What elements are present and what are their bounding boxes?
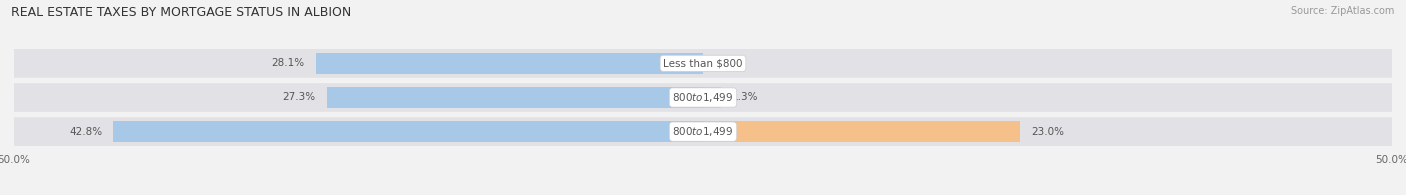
Text: 0.0%: 0.0% — [714, 58, 741, 68]
Text: 1.3%: 1.3% — [733, 92, 758, 103]
FancyBboxPatch shape — [7, 49, 1399, 78]
FancyBboxPatch shape — [7, 117, 1399, 146]
Text: $800 to $1,499: $800 to $1,499 — [672, 125, 734, 138]
Text: REAL ESTATE TAXES BY MORTGAGE STATUS IN ALBION: REAL ESTATE TAXES BY MORTGAGE STATUS IN … — [11, 6, 352, 19]
Bar — [114, 121, 703, 142]
Bar — [703, 87, 721, 108]
Text: 27.3%: 27.3% — [283, 92, 316, 103]
Bar — [316, 53, 703, 74]
Text: Source: ZipAtlas.com: Source: ZipAtlas.com — [1291, 6, 1395, 16]
Text: Less than $800: Less than $800 — [664, 58, 742, 68]
Text: 23.0%: 23.0% — [1031, 127, 1064, 137]
Text: $800 to $1,499: $800 to $1,499 — [672, 91, 734, 104]
Bar — [326, 87, 703, 108]
Text: 42.8%: 42.8% — [69, 127, 103, 137]
Bar — [703, 121, 1019, 142]
Text: 28.1%: 28.1% — [271, 58, 305, 68]
FancyBboxPatch shape — [7, 83, 1399, 112]
